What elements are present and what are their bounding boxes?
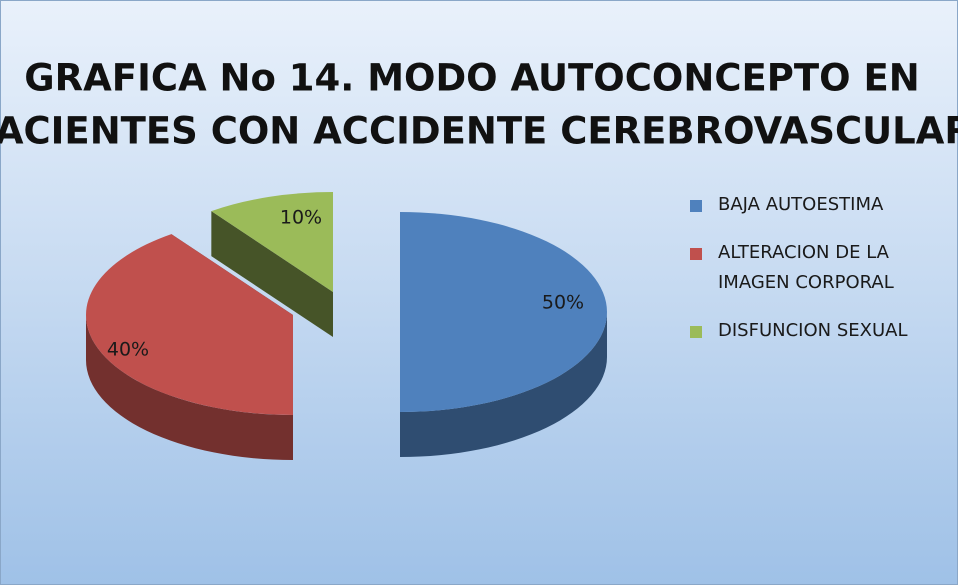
legend-entry: ALTERACION DE LA IMAGEN CORPORAL — [690, 238, 948, 298]
legend: BAJA AUTOESTIMA ALTERACION DE LA IMAGEN C… — [690, 190, 958, 364]
legend-swatch — [690, 200, 702, 212]
slice — [211, 192, 333, 292]
legend-entry: DISFUNCION SEXUAL — [690, 316, 948, 346]
pie: 50% 40% 10% — [85, 192, 607, 460]
slice-side — [211, 211, 333, 337]
slice-side — [86, 315, 293, 460]
legend-swatch — [690, 326, 702, 338]
legend-label: ALTERACION DE LA IMAGEN CORPORAL — [718, 242, 894, 293]
legend-entry: BAJA AUTOESTIMA — [690, 190, 948, 220]
slice — [85, 234, 293, 415]
data-label: 10% — [280, 207, 322, 229]
slice-side — [400, 312, 607, 457]
legend-label: DISFUNCION SEXUAL — [718, 320, 908, 341]
chart-title: PACIENTES CON ACCIDENTE CEREBROVASCULAR — [0, 110, 958, 153]
slice — [400, 212, 607, 412]
data-label: 40% — [107, 339, 149, 361]
data-label: 50% — [542, 292, 584, 314]
legend-label: BAJA AUTOESTIMA — [718, 194, 884, 215]
chart-title: GRAFICA No 14. MODO AUTOCONCEPTO EN — [24, 57, 919, 100]
legend-swatch — [690, 248, 702, 260]
